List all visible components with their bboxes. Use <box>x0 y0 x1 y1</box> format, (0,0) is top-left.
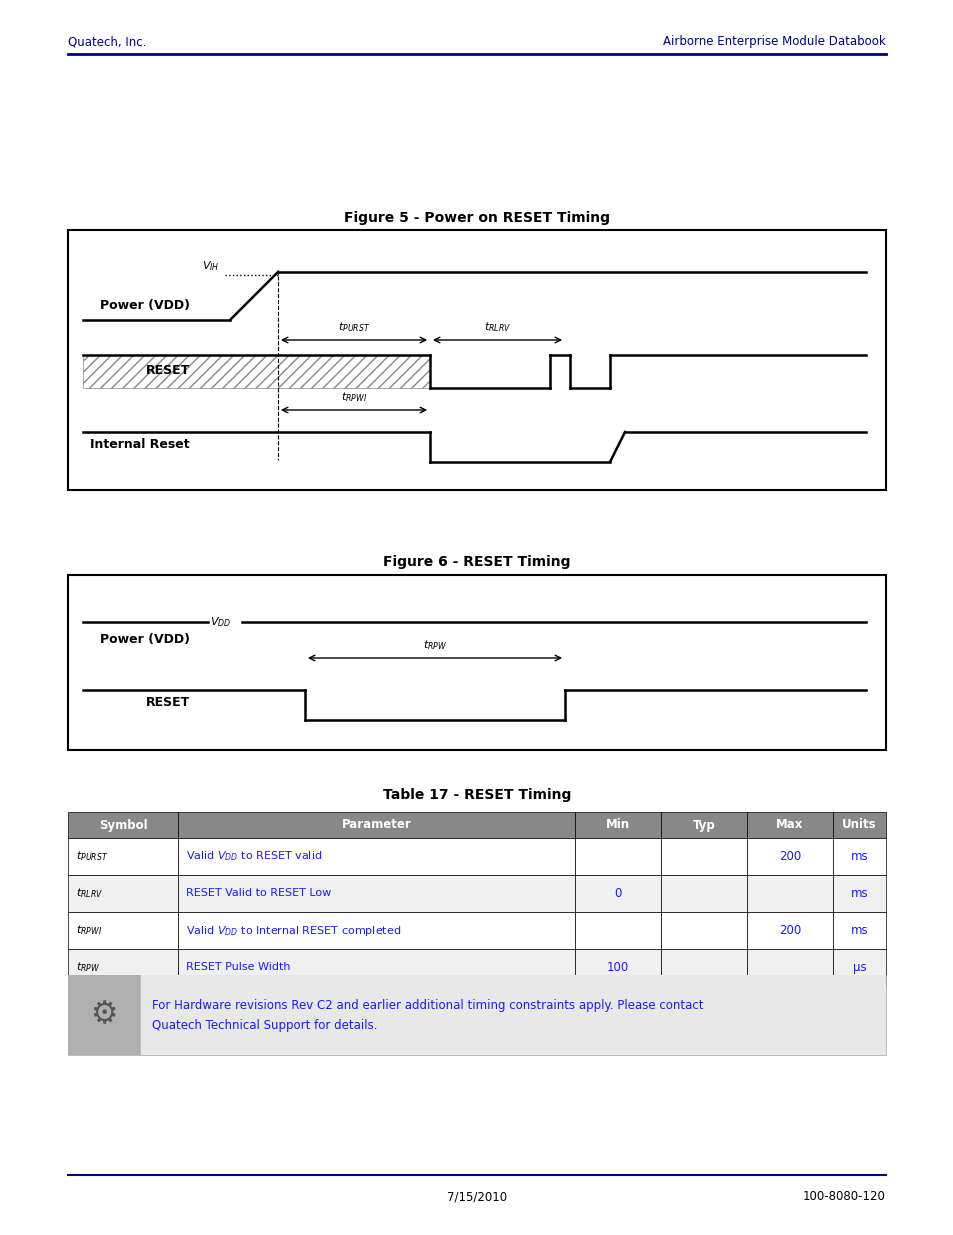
Bar <box>746 911 832 948</box>
Text: Max: Max <box>776 819 802 831</box>
Text: $V_{DD}$: $V_{DD}$ <box>210 615 231 629</box>
Bar <box>68 576 885 750</box>
Bar <box>68 839 178 876</box>
Text: $t_{RLRV}$: $t_{RLRV}$ <box>483 320 511 333</box>
Bar <box>746 811 832 839</box>
Text: $t_{PURST}$: $t_{PURST}$ <box>337 320 370 333</box>
Text: $V_{IH}$: $V_{IH}$ <box>202 259 219 273</box>
Bar <box>660 811 746 839</box>
Bar <box>575 911 660 948</box>
Text: $t_{RPW}$: $t_{RPW}$ <box>76 961 100 974</box>
Text: Power (VDD): Power (VDD) <box>100 634 190 646</box>
Text: $t_{RPWI}$: $t_{RPWI}$ <box>76 924 102 937</box>
Text: Min: Min <box>605 819 630 831</box>
Bar <box>68 876 178 911</box>
Text: RESET: RESET <box>146 363 190 377</box>
Bar <box>178 811 575 839</box>
Text: Table 17 - RESET Timing: Table 17 - RESET Timing <box>382 788 571 802</box>
Text: Units: Units <box>841 819 876 831</box>
Bar <box>68 911 178 948</box>
Bar <box>832 911 885 948</box>
Bar <box>178 948 575 986</box>
Bar <box>68 948 178 986</box>
Text: 200: 200 <box>778 850 801 863</box>
Text: $t_{RPW}$: $t_{RPW}$ <box>422 638 447 652</box>
Text: ⚙: ⚙ <box>91 1000 117 1030</box>
Text: ms: ms <box>850 924 867 937</box>
Bar <box>660 948 746 986</box>
Text: For Hardware revisions Rev C2 and earlier additional timing constraints apply. P: For Hardware revisions Rev C2 and earlie… <box>152 999 702 1031</box>
Text: 100: 100 <box>606 961 629 974</box>
Bar <box>832 948 885 986</box>
Bar <box>68 811 178 839</box>
Bar <box>660 911 746 948</box>
Text: 200: 200 <box>778 924 801 937</box>
Bar <box>575 839 660 876</box>
Text: Quatech, Inc.: Quatech, Inc. <box>68 36 146 48</box>
Text: $t_{RPWI}$: $t_{RPWI}$ <box>340 390 367 404</box>
Text: $t_{PURST}$: $t_{PURST}$ <box>76 850 109 863</box>
Bar <box>140 974 885 1055</box>
Bar <box>660 839 746 876</box>
Bar <box>832 876 885 911</box>
Text: ms: ms <box>850 850 867 863</box>
Bar <box>575 948 660 986</box>
Text: Typ: Typ <box>692 819 715 831</box>
Text: Figure 5 - Power on RESET Timing: Figure 5 - Power on RESET Timing <box>344 211 609 225</box>
Text: Figure 6 - RESET Timing: Figure 6 - RESET Timing <box>383 555 570 569</box>
Text: RESET: RESET <box>146 697 190 709</box>
Bar <box>832 839 885 876</box>
Bar <box>575 876 660 911</box>
Text: 7/15/2010: 7/15/2010 <box>446 1191 507 1203</box>
Text: Power (VDD): Power (VDD) <box>100 299 190 311</box>
Text: Valid $V_{DD}$ to RESET valid: Valid $V_{DD}$ to RESET valid <box>186 850 322 863</box>
Bar <box>832 811 885 839</box>
Text: $t_{RLRV}$: $t_{RLRV}$ <box>76 887 103 900</box>
Bar <box>68 230 885 490</box>
Bar <box>68 974 885 1055</box>
Text: Valid $V_{DD}$ to Internal RESET completed: Valid $V_{DD}$ to Internal RESET complet… <box>186 924 401 937</box>
Bar <box>178 911 575 948</box>
Text: 0: 0 <box>614 887 621 900</box>
Text: Parameter: Parameter <box>341 819 412 831</box>
Text: Internal Reset: Internal Reset <box>91 438 190 452</box>
Bar <box>68 974 140 1055</box>
Text: RESET Valid to RESET Low: RESET Valid to RESET Low <box>186 888 332 899</box>
Text: Airborne Enterprise Module Databook: Airborne Enterprise Module Databook <box>662 36 885 48</box>
Bar <box>746 839 832 876</box>
Bar <box>575 811 660 839</box>
Bar <box>746 876 832 911</box>
Bar <box>83 354 430 388</box>
Text: RESET Pulse Width: RESET Pulse Width <box>186 962 291 972</box>
Text: Symbol: Symbol <box>99 819 148 831</box>
Bar <box>746 948 832 986</box>
Text: 100-8080-120: 100-8080-120 <box>802 1191 885 1203</box>
Bar <box>178 876 575 911</box>
Bar <box>660 876 746 911</box>
Text: ms: ms <box>850 887 867 900</box>
Text: μs: μs <box>852 961 865 974</box>
Bar <box>178 839 575 876</box>
